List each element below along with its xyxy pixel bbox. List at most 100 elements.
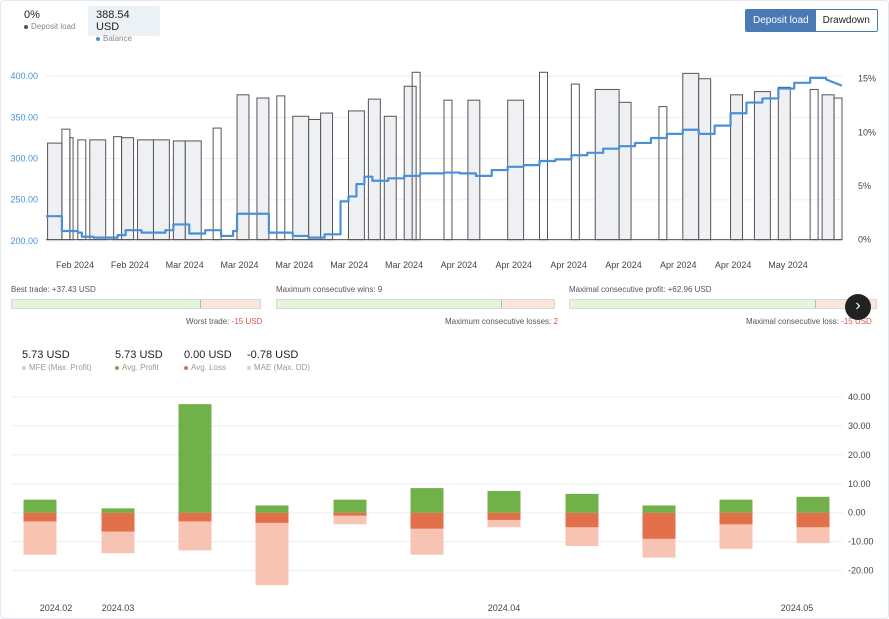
- deposit-load-spike: [77, 139, 87, 241]
- deposit-load-spike: [570, 83, 580, 241]
- mae-stat: -0.78 USD MAE (Max. DD): [247, 349, 310, 372]
- mae-bar: [255, 512, 289, 586]
- avg-loss-bar: [642, 512, 676, 539]
- mfe-label: MFE (Max. Profit): [29, 363, 92, 372]
- deposit-load-spike: [730, 94, 743, 241]
- x-axis-tick: Mar 2024: [221, 260, 259, 270]
- avg-profit-bar: [642, 505, 676, 513]
- avg-loss-bar: [796, 512, 830, 528]
- deposit-load-spike: [212, 127, 222, 241]
- deposit-load-spike: [47, 142, 63, 241]
- mfe-value: 5.73 USD: [22, 349, 70, 361]
- max-wins-label: Maximum consecutive wins: 9: [276, 285, 383, 294]
- deposit-load-spike: [308, 118, 322, 241]
- x-axis-tick: Mar 2024: [330, 260, 368, 270]
- left-axis-tick: 400.00: [10, 71, 38, 81]
- left-axis-tick: 300.00: [10, 154, 38, 164]
- deposit-load-stat: 0% Deposit load: [16, 6, 83, 36]
- avg-profit-bar: [333, 499, 367, 513]
- deposit-load-spike: [658, 106, 668, 241]
- avg-profit-dot-icon: [115, 365, 119, 370]
- trade-bar-1-profit: [12, 300, 202, 308]
- balance-value: 388.54 USD: [96, 9, 130, 33]
- avg-loss-bar: [333, 512, 367, 516]
- left-axis-tick: 350.00: [10, 112, 38, 122]
- avg-loss-stat: 0.00 USD Avg. Loss: [184, 349, 232, 372]
- trade-bar-1: [11, 299, 261, 309]
- x-axis-tick: 2024.04: [488, 603, 521, 613]
- x-axis-tick: 2024.03: [102, 603, 135, 613]
- max-losses-value: 2: [553, 317, 558, 326]
- deposit-load-spike: [618, 101, 632, 241]
- x-axis-tick: May 2024: [768, 260, 808, 270]
- trade-bar-3: [569, 299, 877, 309]
- y-axis-tick: 40.00: [848, 392, 871, 402]
- x-axis-tick: Feb 2024: [56, 260, 94, 270]
- deposit-load-spike: [69, 137, 74, 241]
- mae-label: MAE (Max. DD): [254, 363, 310, 372]
- deposit-load-spike: [682, 72, 700, 241]
- x-axis-tick: Apr 2024: [605, 260, 642, 270]
- deposit-load-spike: [833, 97, 843, 241]
- chevron-right-icon: ›: [855, 297, 861, 314]
- balance-dot-icon: [96, 36, 100, 41]
- avg-profit-bar: [255, 505, 289, 513]
- trade-bar-3-profit: [570, 300, 816, 308]
- avg-profit-bar: [487, 491, 521, 513]
- trade-bar-2-loss: [502, 300, 554, 308]
- balance-chart: 200.00 250.00 300.00 350.00 400.00 0% 5% 10% 15%…: [10, 71, 876, 270]
- deposit-load-spike: [539, 71, 548, 241]
- avg-profit-bar: [23, 499, 57, 513]
- avg-profit-bar: [719, 499, 753, 513]
- x-axis-tick: Feb 2024: [111, 260, 149, 270]
- worst-trade-value: -15 USD: [231, 317, 263, 326]
- trade-bar-1-loss: [201, 300, 260, 308]
- x-axis-tick: Apr 2024: [550, 260, 587, 270]
- deposit-load-spike: [61, 128, 71, 241]
- deposit-load-spike: [809, 88, 819, 241]
- mfe-dot-icon: [22, 365, 26, 370]
- mae-dot-icon: [247, 365, 251, 370]
- deposit-load-spike: [821, 94, 835, 241]
- balance-line: [46, 76, 843, 239]
- avg-profit-bar: [178, 404, 212, 513]
- mae-bar: [333, 512, 367, 525]
- deposit-load-spike: [89, 139, 107, 241]
- y-axis-tick: -10.00: [848, 537, 874, 547]
- avg-profit-bar: [796, 496, 830, 513]
- deposit-load-spike: [594, 88, 620, 241]
- y-axis-tick: 30.00: [848, 421, 871, 431]
- worst-trade-label: Worst trade: -15 USD: [186, 317, 263, 326]
- deposit-load-value: 0%: [24, 9, 40, 21]
- deposit-load-spike: [753, 91, 771, 241]
- deposit-load-label: Deposit load: [31, 22, 76, 31]
- avg-profit-bar: [101, 508, 135, 513]
- avg-loss-bar: [101, 512, 135, 532]
- avg-loss-bar: [719, 512, 753, 525]
- y-axis-tick: 20.00: [848, 450, 871, 460]
- deposit-load-spike: [236, 94, 250, 241]
- right-axis-tick: 15%: [858, 74, 876, 84]
- left-axis-tick: 200.00: [10, 236, 38, 246]
- avg-loss-bar: [565, 512, 599, 528]
- deposit-load-spike: [137, 139, 154, 241]
- deposit-dot-icon: [24, 24, 28, 29]
- avg-loss-dot-icon: [184, 365, 188, 370]
- x-axis-tick: Apr 2024: [496, 260, 533, 270]
- max-losses-label: Maximum consecutive losses: 2: [445, 317, 558, 326]
- x-axis-tick: Apr 2024: [441, 260, 478, 270]
- x-axis-tick: 2024.05: [781, 603, 814, 613]
- next-arrow-button[interactable]: ›: [845, 294, 871, 320]
- avg-loss-bar: [178, 512, 212, 522]
- balance-stat: 388.54 USD Balance: [88, 6, 160, 43]
- avg-loss-bar: [255, 512, 289, 523]
- drawdown-button[interactable]: Drawdown: [815, 10, 877, 31]
- y-axis-tick: 10.00: [848, 479, 871, 489]
- avg-loss-bar: [23, 512, 57, 522]
- y-axis-tick: -20.00: [848, 566, 874, 576]
- x-axis-tick: Mar 2024: [166, 260, 204, 270]
- deposit-load-spike: [113, 136, 123, 241]
- deposit-load-spike: [347, 110, 365, 241]
- mfe-mae-chart: 40.00 30.00 20.00 10.00 0.00 -10.00 -20.00 2024…: [12, 392, 874, 613]
- deposit-load-button[interactable]: Deposit load: [746, 10, 816, 31]
